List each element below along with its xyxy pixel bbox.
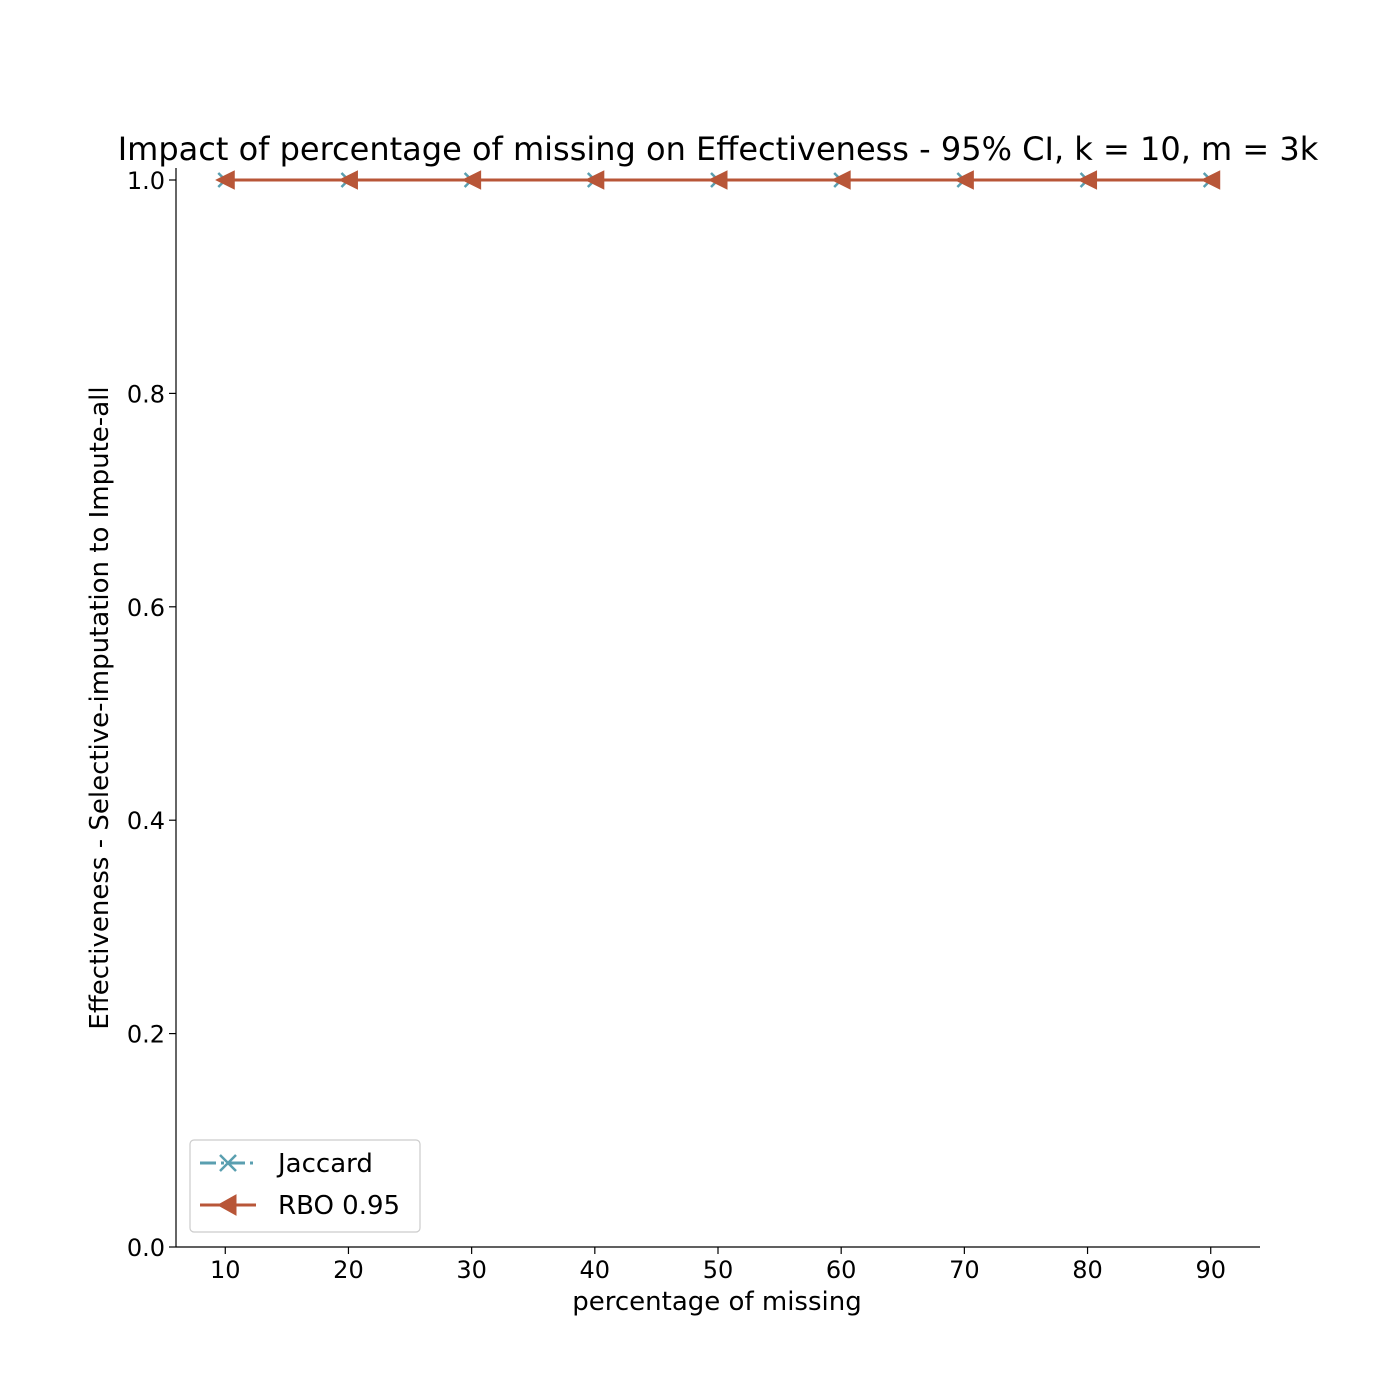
data-point-triangle-marker: [1077, 170, 1098, 190]
x-tick-label: 30: [456, 1256, 487, 1284]
y-tick-label: 0.0: [127, 1234, 165, 1262]
x-tick-label: 20: [333, 1256, 364, 1284]
y-axis-label: Effectiveness - Selective-imputation to …: [85, 386, 115, 1029]
plot-area: [215, 170, 1221, 190]
legend-box: [189, 1139, 421, 1233]
data-point-triangle-marker: [1200, 170, 1221, 190]
y-ticks: 0.0 0.2 0.4 0.6 0.8 1.0: [127, 167, 176, 1262]
y-tick-label: 0.2: [127, 1021, 165, 1049]
y-tick-label: 0.4: [127, 807, 165, 835]
legend-jaccard-label: Jaccard: [276, 1149, 373, 1179]
x-tick-label: 50: [703, 1256, 734, 1284]
data-point-triangle-marker: [831, 170, 851, 190]
x-ticks: 10 20 30 40 50 60 70 80 90: [210, 1247, 1226, 1284]
data-point-triangle-marker: [954, 170, 974, 190]
y-tick-label: 1.0: [127, 167, 165, 195]
data-point-triangle-marker: [584, 170, 605, 190]
chart-title: Impact of percentage of missing on Effec…: [118, 130, 1319, 168]
x-tick-label: 90: [1195, 1256, 1226, 1284]
x-tick-label: 40: [580, 1256, 611, 1284]
legend-rbo-left-triangle-marker: [216, 1194, 237, 1216]
data-point-triangle-marker: [461, 170, 482, 190]
data-point-triangle-marker: [707, 170, 728, 190]
legend: Jaccard RBO 0.95: [189, 1139, 421, 1233]
x-tick-label: 70: [949, 1256, 980, 1284]
x-tick-label: 80: [1072, 1256, 1103, 1284]
data-point-triangle-marker: [215, 170, 235, 190]
data-point-triangle-marker: [338, 170, 358, 190]
legend-rbo-label: RBO 0.95: [278, 1191, 400, 1221]
y-tick-label: 0.6: [127, 594, 165, 622]
y-tick-label: 0.8: [127, 380, 165, 408]
legend-jaccard-x-marker: [219, 1154, 237, 1172]
x-tick-label: 60: [826, 1256, 857, 1284]
series-rbo-0-95: [215, 170, 1221, 190]
legend-item-jaccard: Jaccard: [200, 1149, 373, 1179]
legend-item-rbo-095: RBO 0.95: [200, 1191, 400, 1221]
x-tick-label: 10: [210, 1256, 241, 1284]
x-axis-label: percentage of missing: [572, 1287, 861, 1317]
